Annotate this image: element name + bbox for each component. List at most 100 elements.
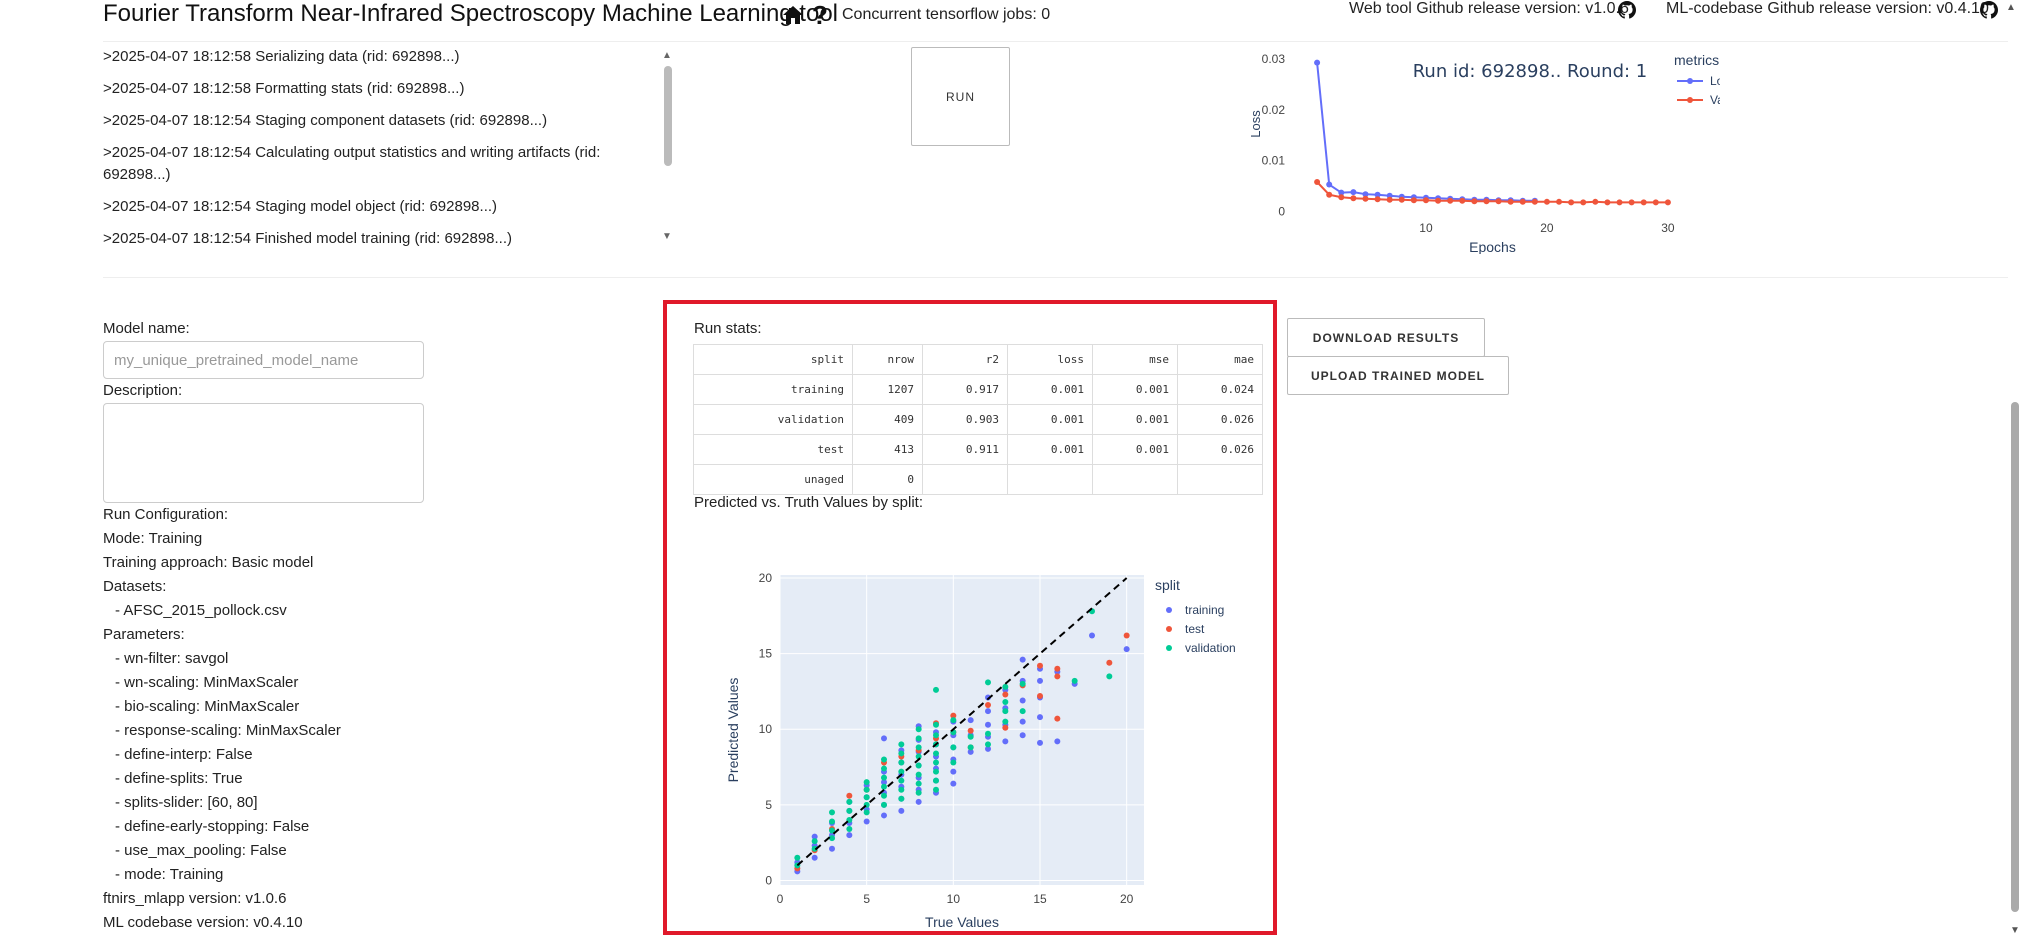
data-point <box>933 750 939 757</box>
table-cell: 0.001 <box>1007 404 1093 435</box>
model-name-label: Model name: <box>103 320 190 337</box>
data-point <box>863 786 870 793</box>
download-results-button[interactable]: DOWNLOAD RESULTS <box>1287 318 1485 357</box>
data-point <box>915 753 922 760</box>
data-point <box>863 809 870 816</box>
x-tick-label: 10 <box>1419 221 1433 235</box>
scrollbar-thumb[interactable] <box>2011 402 2019 912</box>
data-point <box>950 717 957 724</box>
run-button[interactable]: RUN <box>911 47 1010 146</box>
data-point <box>829 818 835 825</box>
scroll-up-arrow-icon[interactable]: ▲ <box>2006 2 2016 13</box>
table-cell: 0.001 <box>1092 374 1178 405</box>
data-point <box>950 744 957 751</box>
data-point <box>915 735 922 742</box>
table-cell <box>1177 464 1263 495</box>
x-tick-label: 10 <box>947 892 961 906</box>
table-cell: 409 <box>852 404 923 435</box>
x-tick-label: 0 <box>777 892 784 906</box>
data-point <box>985 741 991 748</box>
column-header: split <box>693 344 853 375</box>
data-point <box>1592 198 1599 205</box>
page-scrollbar[interactable]: ▼ <box>2007 20 2023 942</box>
data-point <box>985 721 991 728</box>
model-name-input[interactable]: my_unique_pretrained_model_name <box>103 341 424 379</box>
table-cell: 0.911 <box>922 434 1008 465</box>
data-point <box>1054 738 1061 745</box>
table-row: test 413 0.911 0.001 0.001 0.026 <box>693 434 1263 465</box>
log-panel[interactable]: >2025-04-07 18:12:58 Serializing data (r… <box>103 46 663 246</box>
data-point <box>1054 715 1061 722</box>
data-point <box>1106 659 1113 666</box>
data-point <box>1019 697 1026 704</box>
data-point <box>967 727 974 734</box>
data-point <box>881 756 887 763</box>
data-point <box>881 735 887 742</box>
data-point <box>1398 196 1405 203</box>
data-point <box>881 801 887 808</box>
help-icon[interactable]: ? <box>812 0 828 30</box>
scroll-down-arrow-icon[interactable]: ▼ <box>2010 925 2020 936</box>
table-cell: 0.917 <box>922 374 1008 405</box>
x-tick-label: 20 <box>1540 221 1554 235</box>
data-point <box>1543 198 1550 205</box>
data-point <box>811 833 818 840</box>
data-point <box>811 838 818 845</box>
config-line: - use_max_pooling: False <box>115 842 287 859</box>
mlcodebase-release-version: ML-codebase Github release version: v0.4… <box>1666 0 1989 17</box>
data-point <box>898 777 905 784</box>
data-point <box>1326 181 1333 188</box>
config-line: - splits-slider: [60, 80] <box>115 794 258 811</box>
data-point <box>1002 691 1009 698</box>
data-point <box>1314 179 1321 185</box>
scroll-up-arrow-icon[interactable]: ▲ <box>662 50 672 61</box>
github-icon[interactable] <box>1617 0 1637 20</box>
data-point <box>985 679 991 686</box>
data-point <box>1002 724 1009 731</box>
github-icon[interactable] <box>1979 0 1999 20</box>
plot-area <box>780 575 1144 885</box>
legend-label: test <box>1185 622 1205 636</box>
config-line: - define-splits: True <box>115 770 243 787</box>
data-point <box>898 768 905 775</box>
scrollbar-thumb[interactable] <box>664 66 672 166</box>
data-point <box>881 792 887 799</box>
data-point <box>915 744 922 751</box>
config-line: ftnirs_mlapp version: v1.0.6 <box>103 890 287 907</box>
chart-title: Run id: 692898.. Round: 1 <box>1413 61 1648 82</box>
legend-label: training <box>1185 603 1224 617</box>
log-line: >2025-04-07 18:12:58 Formatting stats (r… <box>103 80 465 97</box>
description-textarea[interactable] <box>103 403 424 503</box>
data-point <box>863 818 870 825</box>
config-line: Parameters: <box>103 626 185 643</box>
data-point <box>915 789 922 796</box>
table-cell <box>1092 464 1178 495</box>
data-point <box>1422 197 1429 204</box>
upload-trained-model-button[interactable]: UPLOAD TRAINED MODEL <box>1287 356 1509 395</box>
log-scrollbar[interactable]: ▲ ▼ <box>660 50 676 242</box>
data-point <box>950 768 957 775</box>
table-cell: test <box>693 434 853 465</box>
table-cell: 0.024 <box>1177 374 1263 405</box>
x-tick-label: 20 <box>1120 892 1134 906</box>
data-point <box>950 759 957 766</box>
data-point <box>863 779 870 786</box>
scroll-down-arrow-icon[interactable]: ▼ <box>662 231 672 242</box>
data-point <box>915 798 922 805</box>
column-header: nrow <box>852 344 923 375</box>
y-tick-label: 10 <box>759 722 773 736</box>
data-point <box>1037 714 1043 721</box>
y-tick-label: 0 <box>1278 204 1285 218</box>
divider <box>103 41 2008 42</box>
data-point <box>1652 199 1659 206</box>
data-point <box>1495 198 1502 205</box>
home-icon[interactable] <box>781 3 805 27</box>
x-axis-label: Epochs <box>1469 239 1516 254</box>
data-point <box>898 786 905 793</box>
data-point <box>967 748 974 755</box>
data-point <box>985 745 991 752</box>
legend-label: validation <box>1185 641 1236 655</box>
data-point <box>881 774 887 781</box>
data-point <box>1350 195 1357 202</box>
data-point <box>1037 692 1043 699</box>
